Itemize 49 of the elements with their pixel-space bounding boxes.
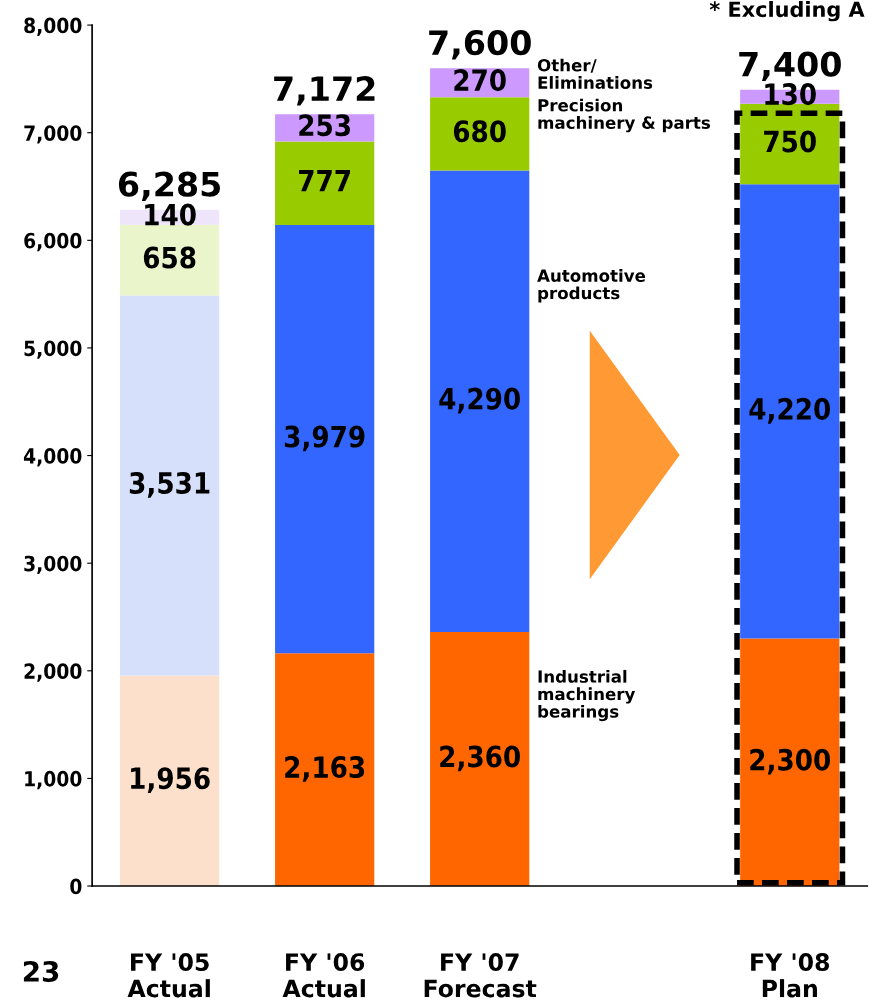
data-label: 3,531 xyxy=(129,471,210,498)
series-label: Industrial machinery bearings xyxy=(538,669,636,722)
y-tick-label: 6,000 xyxy=(24,232,82,252)
bar xyxy=(275,653,375,887)
y-tick-label: 5,000 xyxy=(24,340,82,359)
y-tick-label: 4,000 xyxy=(23,448,82,467)
y-tick-label: 0 xyxy=(70,878,82,895)
data-label: 270 xyxy=(454,69,506,92)
data-label: 2,300 xyxy=(750,748,830,775)
data-label: 2,360 xyxy=(440,745,520,772)
bar xyxy=(120,224,220,296)
data-label: 2,163 xyxy=(285,756,365,782)
text: * Excluding A xyxy=(709,1,865,22)
data-label: 680 xyxy=(453,120,506,143)
bar xyxy=(740,638,840,887)
data-label: 130 xyxy=(765,83,816,106)
data-label: 750 xyxy=(764,130,816,153)
bar xyxy=(120,675,220,887)
series-label: Precision machinery & parts xyxy=(538,98,711,133)
total-label: 7,600 xyxy=(429,30,531,60)
text: 23 xyxy=(23,960,59,982)
total-label: 6,285 xyxy=(118,171,221,202)
bar xyxy=(120,295,220,676)
y-tick-label: 8,000 xyxy=(24,17,82,36)
y-tick-label: 7,000 xyxy=(24,125,82,144)
series-label: Automotive products xyxy=(537,269,646,303)
data-label: 777 xyxy=(299,170,350,192)
data-label: 3,979 xyxy=(284,425,365,452)
bar xyxy=(430,97,530,171)
x-tick-label: FY '07 Forecast xyxy=(424,953,537,998)
data-label: 658 xyxy=(143,246,196,269)
y-tick-label: 1,000 xyxy=(25,770,82,790)
data-label: 253 xyxy=(299,114,350,137)
bar xyxy=(275,141,375,226)
series-label: Other/ Eliminations xyxy=(537,58,653,89)
y-tick-label: 3,000 xyxy=(24,555,82,575)
data-label: 1,956 xyxy=(131,767,210,793)
bar xyxy=(275,225,375,654)
bar xyxy=(430,632,530,887)
x-tick-label: FY '08 Plan xyxy=(751,953,830,998)
y-tick-label: 2,000 xyxy=(24,663,82,682)
bar xyxy=(430,170,530,633)
data-label: 140 xyxy=(145,203,196,226)
x-tick-label: FY '05 Actual xyxy=(127,953,210,998)
total-label: 7,172 xyxy=(274,76,375,106)
total-label: 7,400 xyxy=(739,51,841,82)
data-label: 4,220 xyxy=(749,397,830,424)
x-tick-label: FY '06 Actual xyxy=(282,953,365,998)
data-label: 4,290 xyxy=(439,387,520,414)
